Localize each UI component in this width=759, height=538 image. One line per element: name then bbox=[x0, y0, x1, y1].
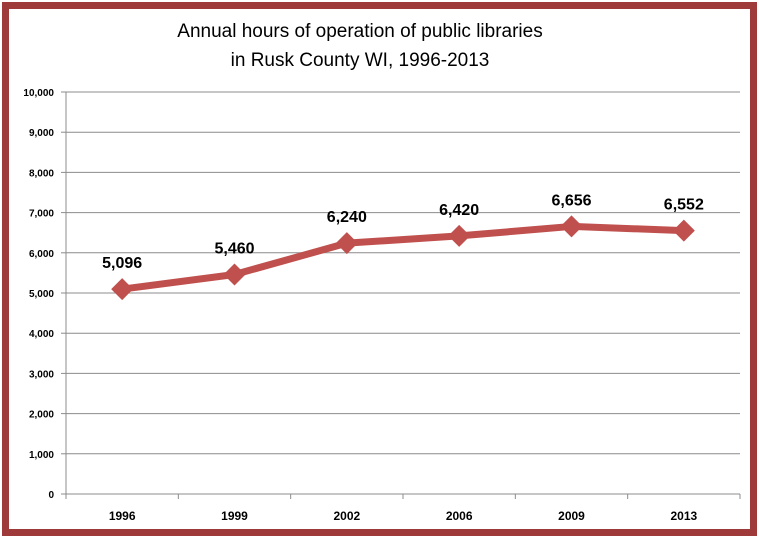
x-tick-label: 2006 bbox=[446, 509, 473, 523]
series-hours bbox=[111, 215, 695, 301]
y-tick-label: 5,000 bbox=[29, 289, 54, 300]
y-tick-label: 9,000 bbox=[29, 128, 54, 139]
y-tick-label: 10,000 bbox=[23, 88, 54, 99]
x-tick-label: 1996 bbox=[109, 509, 136, 523]
x-tick-label: 2013 bbox=[670, 509, 697, 523]
data-label: 6,552 bbox=[664, 197, 704, 214]
data-label: 6,656 bbox=[551, 192, 591, 209]
y-tick-label: 4,000 bbox=[29, 329, 54, 340]
data-point-marker bbox=[111, 278, 134, 301]
x-axis-tick-labels: 1996 1999 2002 2006 2009 2013 bbox=[109, 509, 698, 523]
series-line bbox=[118, 222, 688, 293]
axes bbox=[61, 91, 741, 499]
data-point-marker bbox=[223, 263, 246, 286]
data-point-marker bbox=[672, 219, 695, 242]
data-point-marker bbox=[335, 232, 358, 255]
data-labels: 5,096 5,460 6,240 6,420 6,656 6,552 bbox=[102, 192, 704, 272]
y-axis-tick-labels: 0 1,000 2,000 3,000 4,000 5,000 6,000 7,000 8,00… bbox=[23, 88, 54, 501]
chart-title-line-2: in Rusk County WI, 1996-2013 bbox=[231, 50, 490, 71]
data-point-marker bbox=[560, 215, 583, 238]
data-label: 6,240 bbox=[327, 209, 367, 226]
y-tick-label: 6,000 bbox=[29, 249, 54, 260]
data-label: 5,096 bbox=[102, 255, 142, 272]
x-tick-label: 2009 bbox=[558, 509, 585, 523]
y-tick-label: 7,000 bbox=[29, 209, 54, 220]
data-label: 5,460 bbox=[214, 241, 254, 258]
y-tick-label: 8,000 bbox=[29, 168, 54, 179]
gridlines bbox=[66, 91, 740, 455]
data-label: 6,420 bbox=[439, 202, 479, 219]
y-tick-label: 2,000 bbox=[29, 410, 54, 421]
x-tick-label: 1999 bbox=[221, 509, 248, 523]
x-tick-label: 2002 bbox=[333, 509, 360, 523]
y-tick-label: 3,000 bbox=[29, 369, 54, 380]
chart-title-line-1: Annual hours of operation of public libr… bbox=[177, 21, 542, 42]
data-point-marker bbox=[448, 224, 471, 247]
y-tick-label: 0 bbox=[48, 490, 54, 501]
y-tick-label: 1,000 bbox=[29, 450, 54, 461]
